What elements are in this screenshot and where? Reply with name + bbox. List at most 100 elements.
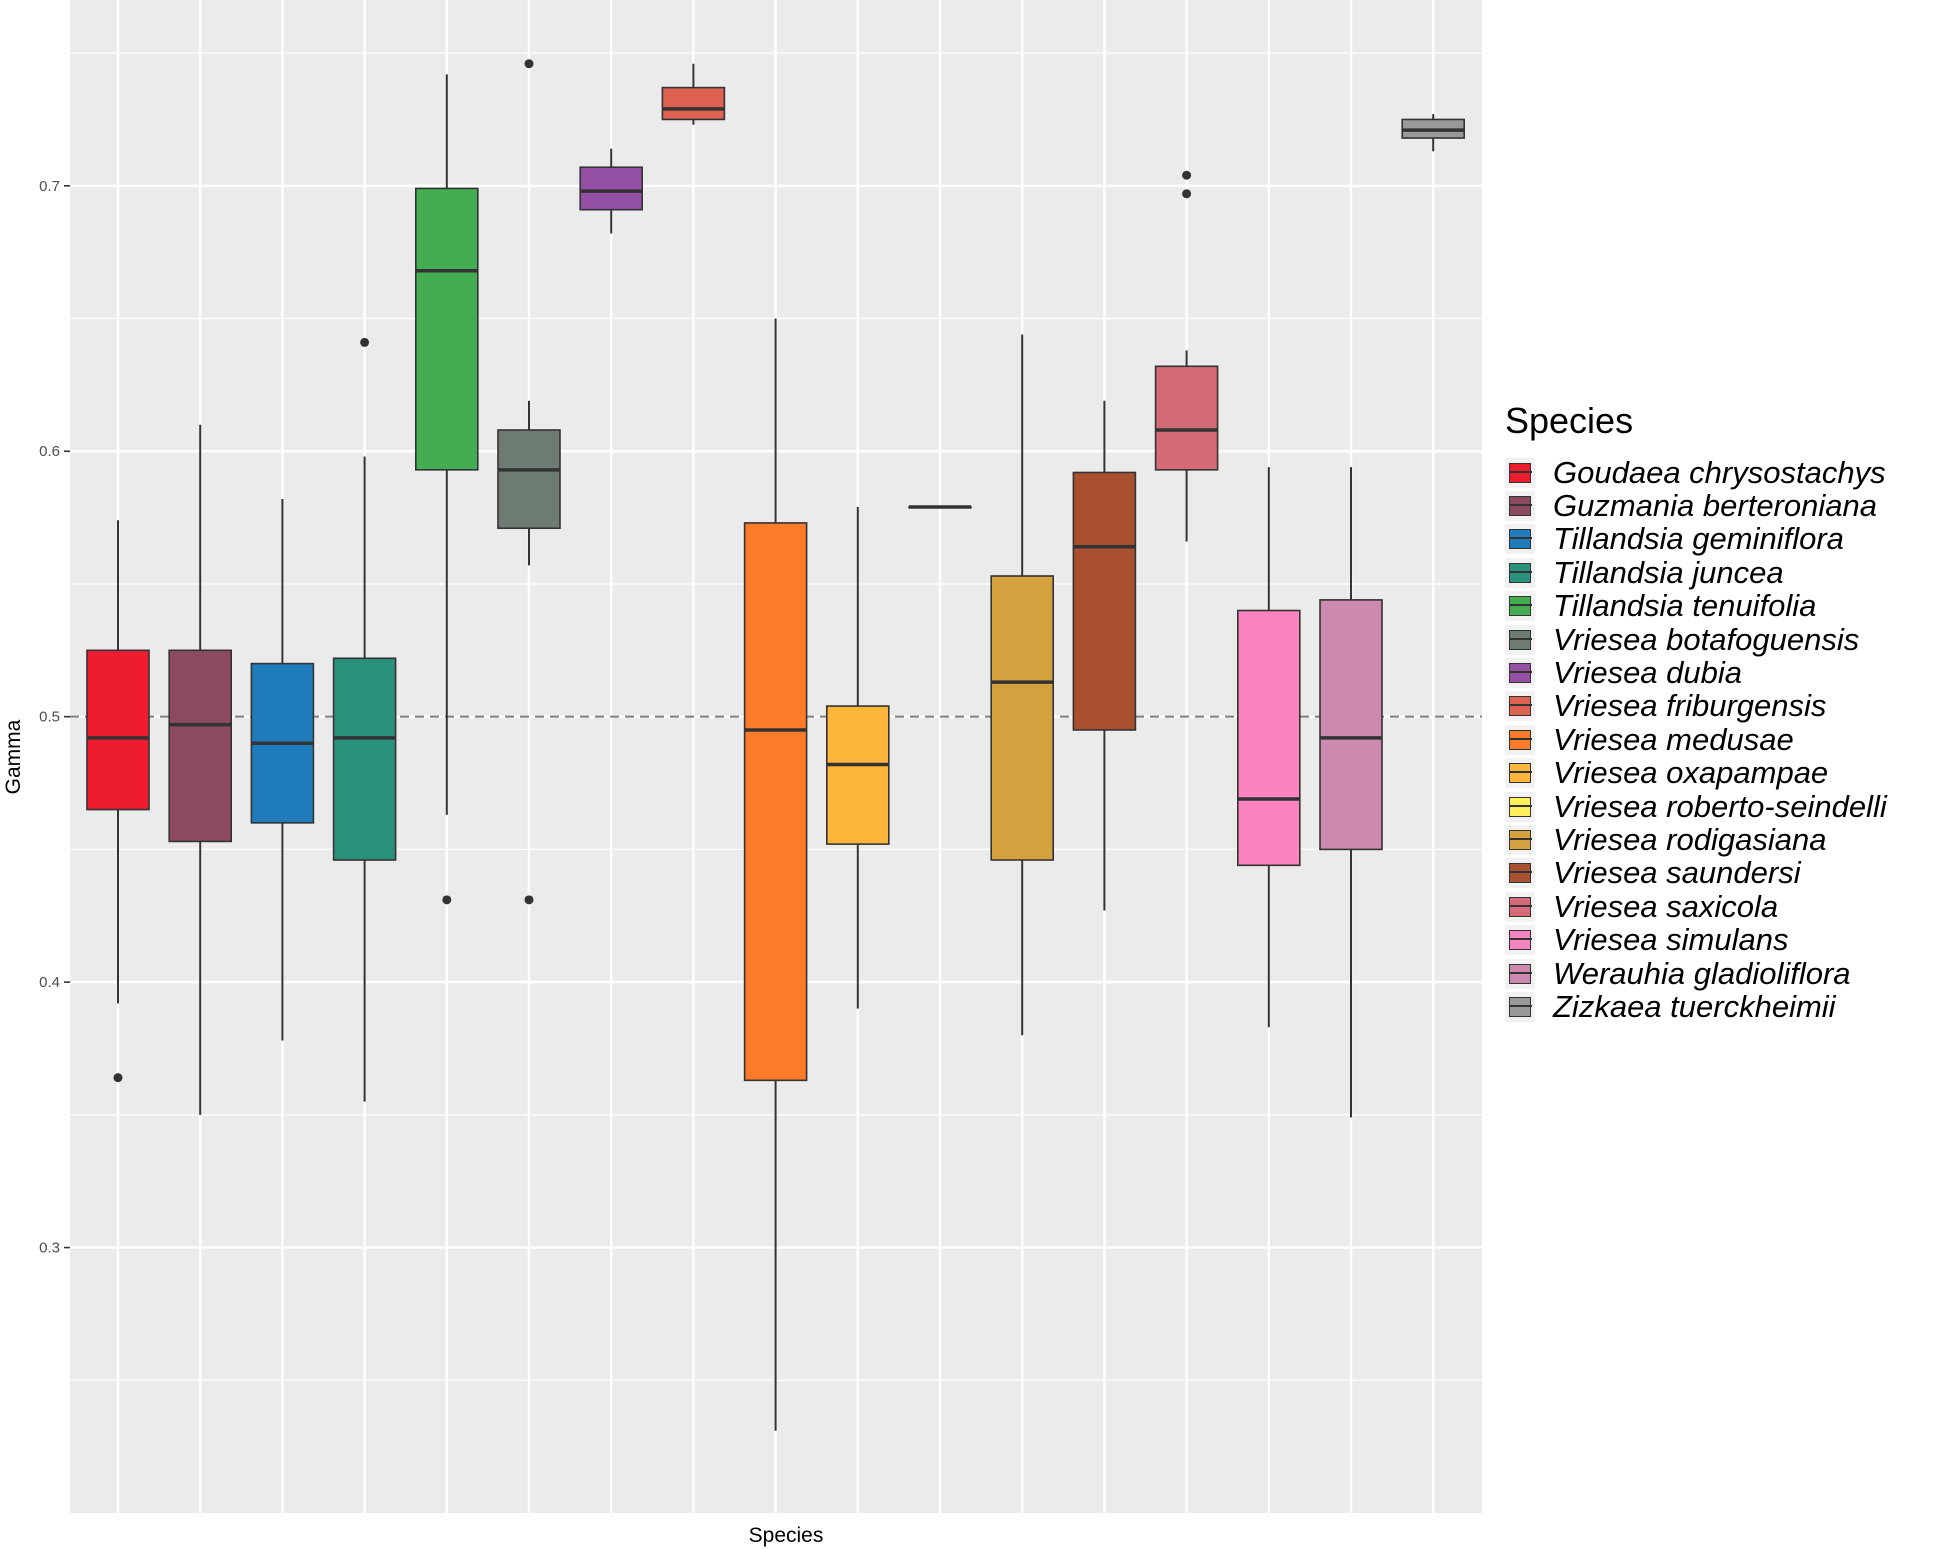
- box-series-layer: [86, 59, 1465, 1431]
- legend-item: Vriesea dubia: [1505, 655, 1930, 691]
- legend-median-mark: [1509, 470, 1532, 473]
- box-vriesea-saundersi: [1072, 400, 1137, 911]
- legend-swatch: [1509, 930, 1531, 951]
- legend-swatch: [1509, 829, 1531, 850]
- legend-item: Vriesea medusae: [1505, 721, 1930, 757]
- legend-key: [1505, 791, 1535, 822]
- legend-key: [1505, 691, 1535, 722]
- box-body: [1237, 609, 1301, 867]
- outlier-point: [524, 59, 534, 69]
- legend-swatch: [1509, 529, 1531, 550]
- box-vriesea-medusae: [743, 318, 808, 1431]
- legend-swatch: [1509, 562, 1531, 583]
- legend-label: Vriesea botafoguensis: [1553, 621, 1860, 657]
- legend-key: [1505, 824, 1535, 855]
- legend-median-mark: [1509, 871, 1532, 874]
- legend-label: Vriesea dubia: [1553, 655, 1743, 691]
- legend-key: [1505, 925, 1535, 956]
- box-zizkaea-tuerckheimii: [1401, 114, 1465, 152]
- box-vriesea-dubia: [579, 148, 644, 234]
- legend-median-mark: [1509, 637, 1532, 640]
- legend-item: Vriesea roberto-seindelli: [1505, 788, 1930, 824]
- outlier-point: [524, 895, 534, 905]
- box-vriesea-botafoguensis: [497, 59, 561, 905]
- legend-key: [1505, 624, 1535, 655]
- legend-key: [1505, 958, 1535, 989]
- x-axis-label: Species: [749, 1524, 824, 1547]
- legend-median-mark: [1509, 1004, 1532, 1007]
- box-vriesea-saxicola: [1154, 170, 1219, 542]
- legend-title: Species: [1505, 400, 1634, 441]
- legend-item: Tillandsia tenuifolia: [1505, 588, 1930, 624]
- y-tick-label: 0.3: [39, 1240, 60, 1257]
- box-body: [168, 649, 232, 843]
- legend-label: Tillandsia tenuifolia: [1553, 588, 1817, 624]
- legend-label: Guzmania berteroniana: [1553, 488, 1877, 524]
- legend-key: [1505, 591, 1535, 622]
- box-guzmania-berteroniana: [168, 424, 232, 1115]
- box-body: [825, 705, 890, 845]
- box-body: [1154, 365, 1219, 471]
- legend-swatch: [1509, 663, 1531, 684]
- legend-label: Goudaea chrysostachys: [1553, 454, 1886, 490]
- legend-item: Tillandsia juncea: [1505, 555, 1930, 590]
- legend-label: Tillandsia geminiflora: [1553, 521, 1844, 557]
- box-body: [497, 429, 561, 530]
- box-body: [1072, 471, 1137, 731]
- legend-key: [1505, 658, 1535, 689]
- legend-swatch: [1509, 629, 1531, 650]
- legend-label: Zizkaea tuerckheimii: [1553, 988, 1836, 1024]
- box-goudaea-chrysostachys: [86, 520, 150, 1083]
- legend-median-mark: [1509, 804, 1532, 807]
- outlier-point: [1182, 189, 1192, 199]
- box-tillandsia-tenuifolia: [414, 74, 479, 905]
- legend-items: Goudaea chrysostachys Guzmania berteronia…: [1505, 454, 1930, 1024]
- box-tillandsia-juncea: [332, 337, 397, 1102]
- y-tick-label: 0.4: [39, 974, 60, 991]
- legend-label: Vriesea friburgensis: [1553, 688, 1827, 724]
- y-axis-label: Gamma: [2, 719, 25, 794]
- legend-median-mark: [1509, 537, 1532, 540]
- legend-swatch: [1509, 696, 1531, 717]
- box-vriesea-roberto-seindelli: [908, 505, 972, 509]
- axis-layer: 0.3 0.4 0.5 0.6 0.7: [39, 178, 70, 1257]
- box-vriesea-oxapampae: [825, 506, 890, 1009]
- legend-median-mark: [1509, 771, 1532, 774]
- legend-swatch: [1509, 729, 1531, 750]
- legend-key: [1505, 491, 1535, 522]
- legend-item: Guzmania berteroniana: [1505, 488, 1930, 524]
- box-vriesea-rodigasiana: [990, 334, 1055, 1036]
- box-vriesea-friburgensis: [661, 63, 726, 125]
- box-werauhia-gladioliflora: [1319, 467, 1383, 1118]
- legend-key: [1505, 524, 1535, 555]
- legend-item: Vriesea friburgensis: [1505, 688, 1930, 724]
- legend-item: Vriesea simulans: [1505, 922, 1930, 957]
- legend-label: Vriesea saundersi: [1553, 855, 1801, 891]
- box-body: [332, 657, 397, 861]
- legend-median-mark: [1509, 938, 1532, 941]
- legend-item: Vriesea botafoguensis: [1505, 621, 1930, 657]
- box-vriesea-simulans: [1237, 467, 1301, 1028]
- legend-median-mark: [1509, 570, 1532, 573]
- legend-key: [1505, 991, 1535, 1022]
- box-body: [579, 166, 644, 211]
- legend-item: Vriesea rodigasiana: [1505, 822, 1930, 857]
- legend-swatch: [1509, 963, 1531, 984]
- legend-swatch: [1509, 996, 1531, 1017]
- box-body: [1319, 599, 1383, 851]
- outlier-point: [360, 337, 370, 347]
- legend-item: Vriesea saxicola: [1505, 889, 1930, 924]
- legend-median-mark: [1509, 971, 1532, 974]
- legend-key: [1505, 457, 1535, 488]
- legend-median-mark: [1509, 904, 1532, 907]
- legend-key: [1505, 557, 1535, 588]
- legend-item: Werauhia gladioliflora: [1505, 956, 1930, 991]
- legend-median-mark: [1509, 837, 1532, 840]
- legend-label: Vriesea medusae: [1553, 721, 1794, 757]
- legend-swatch: [1509, 796, 1531, 817]
- outlier-point: [442, 895, 452, 905]
- legend-swatch: [1509, 896, 1531, 917]
- legend-swatch: [1509, 763, 1531, 784]
- legend-label: Vriesea roberto-seindelli: [1553, 788, 1887, 824]
